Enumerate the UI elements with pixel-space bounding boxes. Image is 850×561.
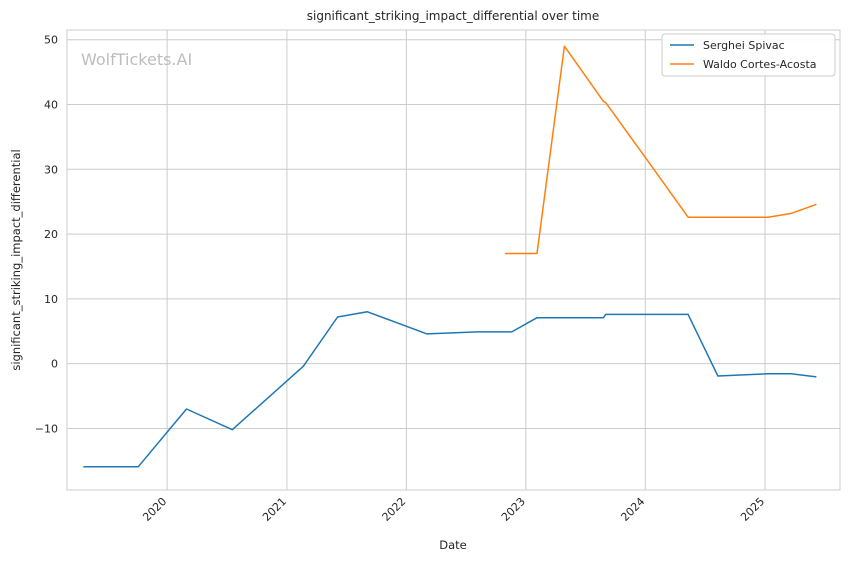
y-tick-label: 30	[44, 163, 58, 176]
y-tick-label: 0	[51, 358, 58, 371]
y-gridlines	[67, 39, 840, 429]
watermark: WolfTickets.AI	[81, 50, 192, 69]
x-tick-label: 2021	[260, 495, 289, 524]
y-tick-label: −10	[35, 422, 58, 435]
plot-background	[67, 30, 840, 490]
x-tick-label: 2023	[499, 495, 528, 524]
x-tick-label: 2024	[618, 495, 647, 524]
chart-title: significant_striking_impact_differential…	[307, 9, 599, 23]
y-tick-label: 20	[44, 228, 58, 241]
y-axis-title: significant_striking_impact_differential	[9, 149, 23, 370]
legend-box	[661, 33, 836, 77]
series-line-waldo-cortes-acosta	[504, 45, 817, 255]
y-tick-labels: −10 0 10 20 30 40 50	[35, 34, 58, 436]
y-tick-label: 50	[44, 34, 58, 47]
legend-label-serghei-spivac: Serghei Spivac	[703, 39, 785, 52]
x-tick-labels: 2020 2021 2022 2023 2024 2025	[140, 495, 767, 524]
x-tick-label: 2025	[738, 495, 767, 524]
x-gridlines	[166, 30, 766, 490]
series-line-serghei-spivac	[83, 311, 817, 468]
legend-label-waldo-cortes-acosta: Waldo Cortes-Acosta	[703, 58, 817, 71]
x-tick-label: 2020	[140, 495, 169, 524]
series-layer	[83, 45, 817, 468]
x-tick-label: 2022	[380, 495, 409, 524]
y-tick-label: 40	[44, 99, 58, 112]
legend: Serghei Spivac Waldo Cortes-Acosta	[661, 33, 836, 77]
x-axis-title: Date	[439, 538, 467, 552]
y-tick-label: 10	[44, 293, 58, 306]
plot-frame	[66, 29, 841, 491]
